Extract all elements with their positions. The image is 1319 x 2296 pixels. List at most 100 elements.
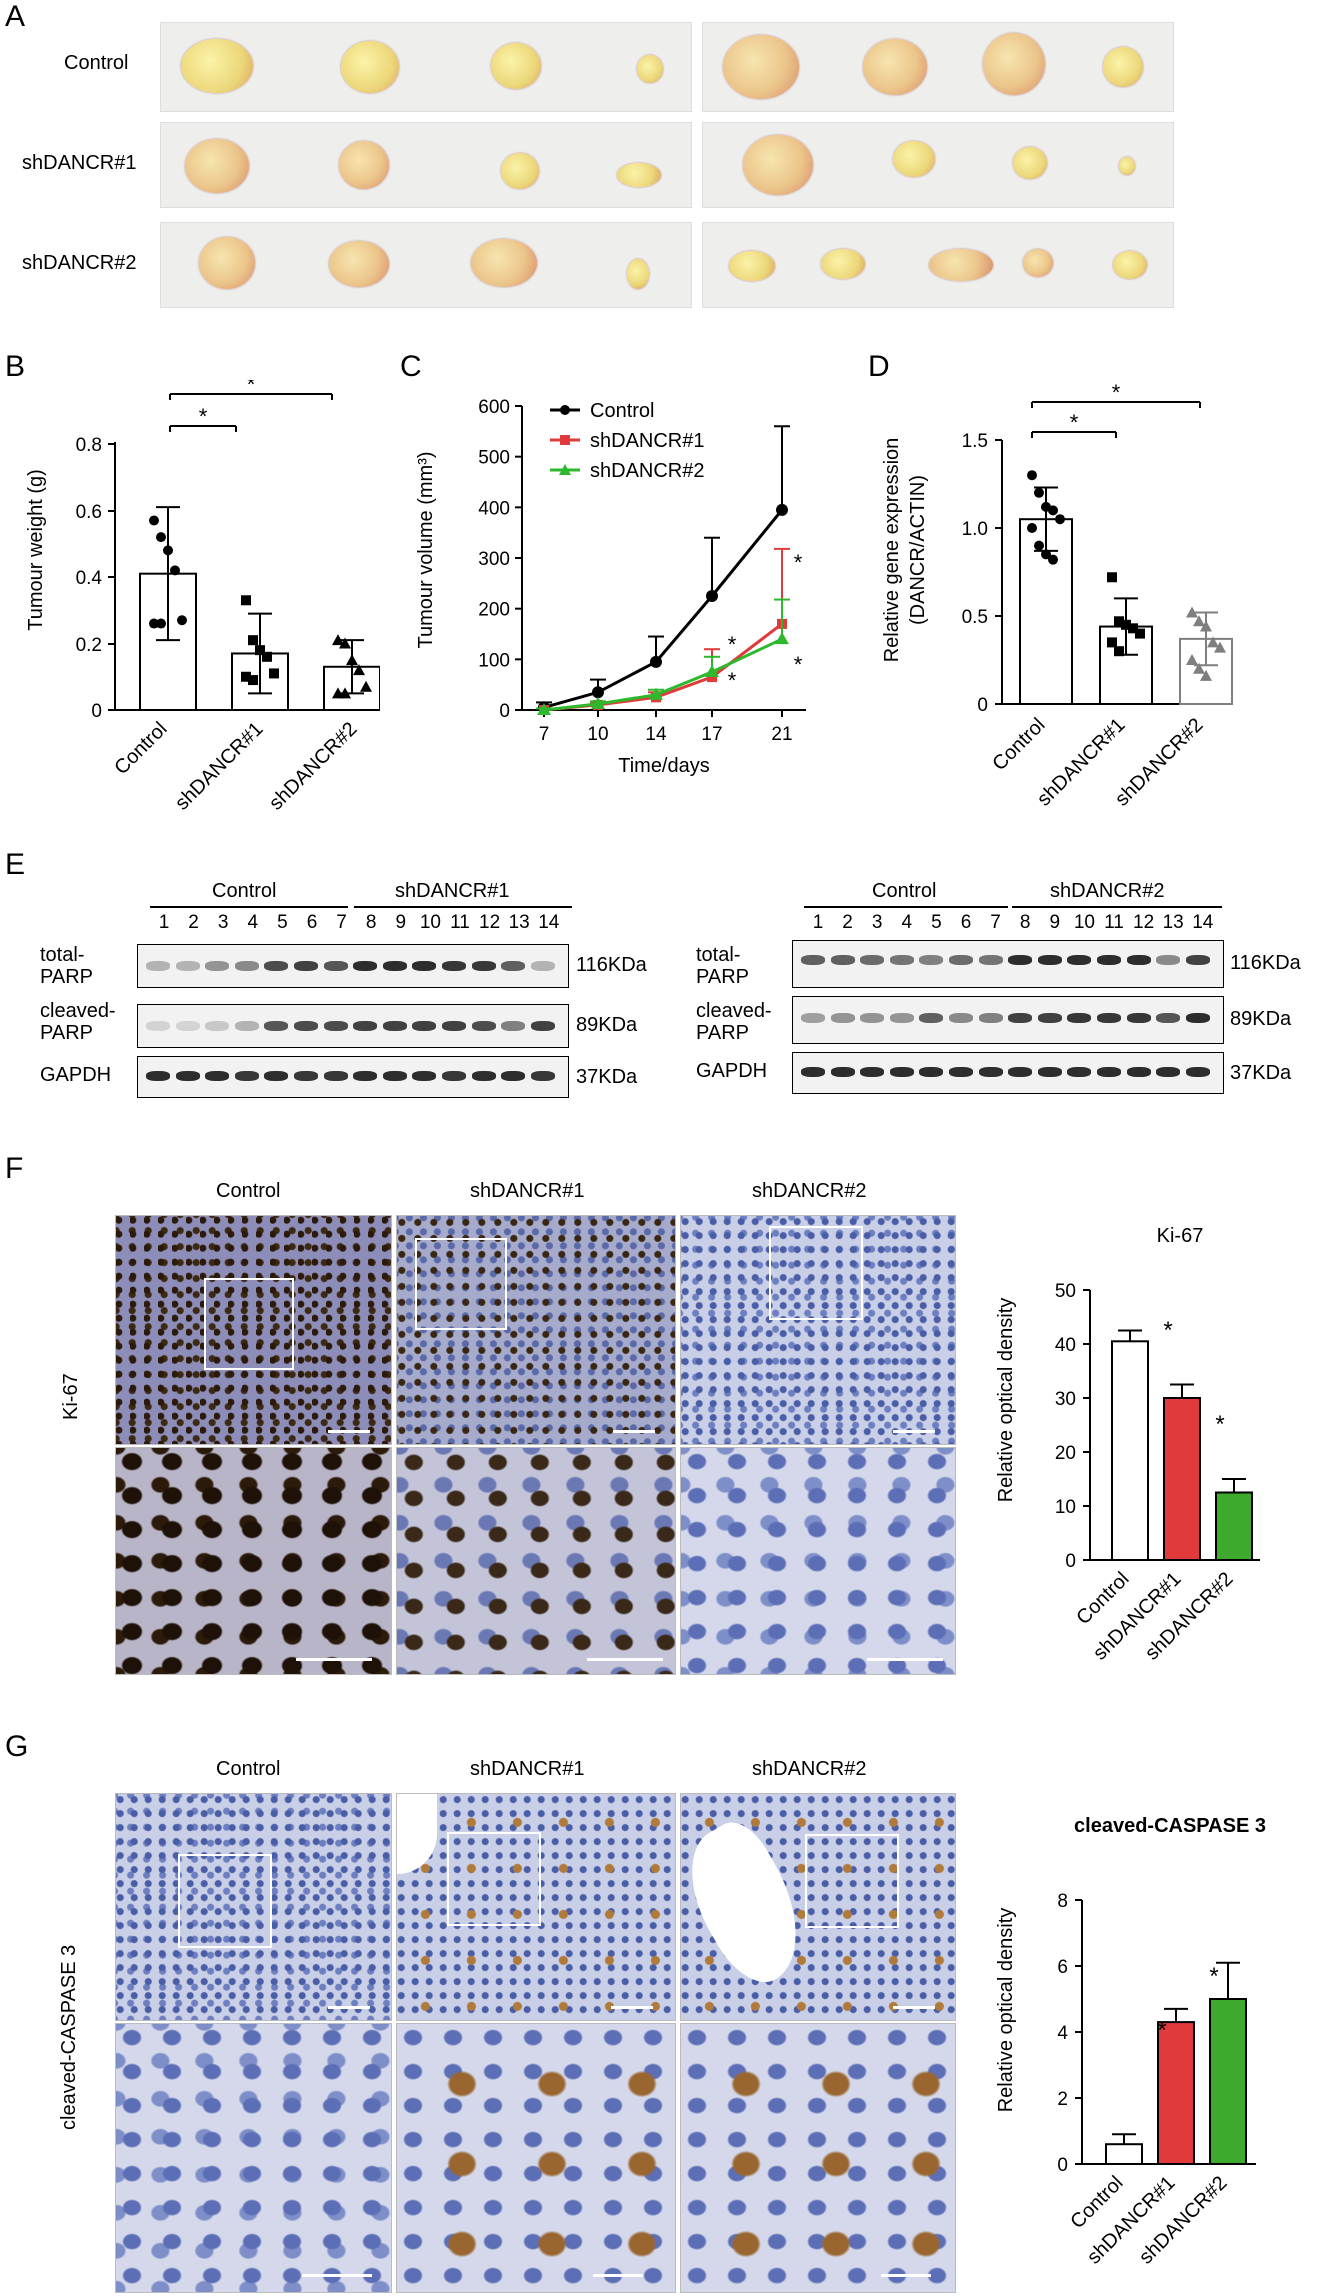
blot-band (1156, 1013, 1181, 1023)
data-point (1193, 615, 1205, 627)
blot-left-gapdh (137, 1056, 569, 1098)
blot-left-line-2 (354, 906, 572, 908)
chart-b-sig-star: * (199, 404, 208, 429)
lane-number: 9 (1049, 912, 1061, 933)
data-point (1114, 616, 1124, 627)
ihc-g-col-shdancr1: shDANCR#1 (470, 1758, 585, 1780)
blot-band (1008, 1067, 1033, 1077)
blot-left-lanes: 1 2 3 4 5 6 7 8 9 10 11 12 13 14 (150, 912, 570, 936)
lane-number: 10 (1073, 912, 1095, 933)
blot-band (889, 1013, 914, 1023)
data-point (262, 651, 272, 662)
blot-band (382, 961, 407, 971)
chart-f-ytick: 20 (1055, 1443, 1076, 1464)
blot-band (471, 1021, 496, 1031)
blot-band (175, 961, 200, 971)
data-point (1027, 470, 1037, 481)
lane-number: 3 (871, 912, 883, 933)
blot-band (442, 1071, 466, 1081)
data-point (248, 635, 258, 646)
blot-band (353, 1071, 378, 1081)
row-label-shdancr1: shDANCR#1 (22, 152, 137, 174)
chart-d-ytick: 0 (977, 695, 988, 716)
ihc-g-shdancr2-high (680, 2023, 956, 2293)
blot-band (1037, 1067, 1062, 1077)
data-point (775, 632, 789, 645)
blot-right-row1-label: total- PARP (696, 944, 749, 988)
blot-right-row3-label: GAPDH (696, 1060, 768, 1082)
blot-band (412, 961, 437, 971)
lane-number: 7 (336, 912, 347, 933)
data-point (339, 687, 351, 699)
blot-right-kda-89: 89KDa (1230, 1008, 1292, 1030)
lane-number: 3 (217, 912, 229, 933)
data-point (360, 680, 372, 692)
blot-right-lanes: 1 2 3 4 5 6 7 8 9 10 11 12 13 14 (804, 912, 1224, 936)
data-point (650, 655, 662, 668)
ihc-f-control-high (115, 1447, 392, 1675)
lane-number: 4 (901, 912, 913, 933)
chart-g-svg: cleaved-CASPASE 3 Relative optical densi… (995, 1815, 1266, 2268)
data-point (177, 615, 187, 626)
data-point (1128, 623, 1138, 634)
lane-number: 14 (538, 912, 560, 933)
ihc-f-col-control: Control (216, 1180, 281, 1202)
blot-band (801, 1013, 825, 1023)
blot-band (978, 1013, 1003, 1023)
legend-shdancr2: shDANCR#2 (590, 460, 704, 482)
blot-band (1037, 1013, 1062, 1023)
blot-band (205, 1021, 230, 1031)
data-point (1135, 628, 1145, 639)
chart-f-ytick: 0 (1065, 1551, 1076, 1572)
chart-c-xtick: 17 (701, 724, 722, 745)
blot-band (501, 961, 526, 971)
data-point (269, 668, 279, 679)
lane-number: 11 (450, 912, 470, 933)
blot-band (205, 961, 230, 971)
blot-band (860, 1067, 885, 1077)
chart-f-star: * (1215, 1411, 1224, 1438)
blot-right-group1: Control (872, 880, 937, 902)
chart-b-ytick: 0.4 (76, 568, 103, 589)
blot-band (264, 961, 289, 971)
data-point (1200, 620, 1212, 632)
ihc-g-shdancr2-low (680, 1793, 956, 2021)
data-point (248, 675, 258, 686)
blot-band (801, 1067, 825, 1077)
blot-left-kda-116: 116KDa (576, 954, 647, 976)
data-point (1200, 669, 1212, 681)
blot-band (442, 1021, 466, 1031)
blot-band (1097, 955, 1121, 965)
chart-d-sig-star: * (1070, 410, 1079, 435)
lane-number: 12 (479, 912, 501, 933)
blot-band (264, 1071, 289, 1081)
data-point (537, 703, 551, 715)
blot-band (264, 1021, 289, 1031)
chart-f-ytick: 10 (1055, 1497, 1076, 1518)
data-point (1034, 487, 1044, 498)
data-point (1048, 505, 1058, 516)
ihc-f-col-shdancr2: shDANCR#2 (752, 1180, 867, 1202)
data-point (1027, 523, 1037, 533)
blot-band (1156, 1067, 1181, 1077)
data-point (1186, 606, 1198, 618)
data-point (776, 503, 788, 516)
ihc-f-shdancr2-high (680, 1447, 956, 1675)
chart-g-yticks: 0 2 4 6 8 (1057, 1891, 1082, 2176)
lane-number: 14 (1192, 912, 1214, 933)
blot-band (801, 955, 825, 965)
blot-band (1097, 1013, 1121, 1023)
blot-band (1126, 1067, 1151, 1077)
panel-letter-g: G (5, 1730, 29, 1763)
chart-f-ytick: 50 (1055, 1281, 1076, 1302)
blot-band (412, 1021, 437, 1031)
blot-right-cleaved-parp (792, 996, 1224, 1044)
blot-right-kda-37: 37KDa (1230, 1062, 1292, 1084)
blot-left-row1-label: total- PARP (40, 944, 93, 988)
data-point (149, 618, 159, 629)
blot-band (294, 961, 318, 971)
blot-band (234, 961, 259, 971)
lane-number: 11 (1104, 912, 1124, 933)
lane-number: 9 (395, 912, 407, 933)
data-point (339, 637, 351, 649)
